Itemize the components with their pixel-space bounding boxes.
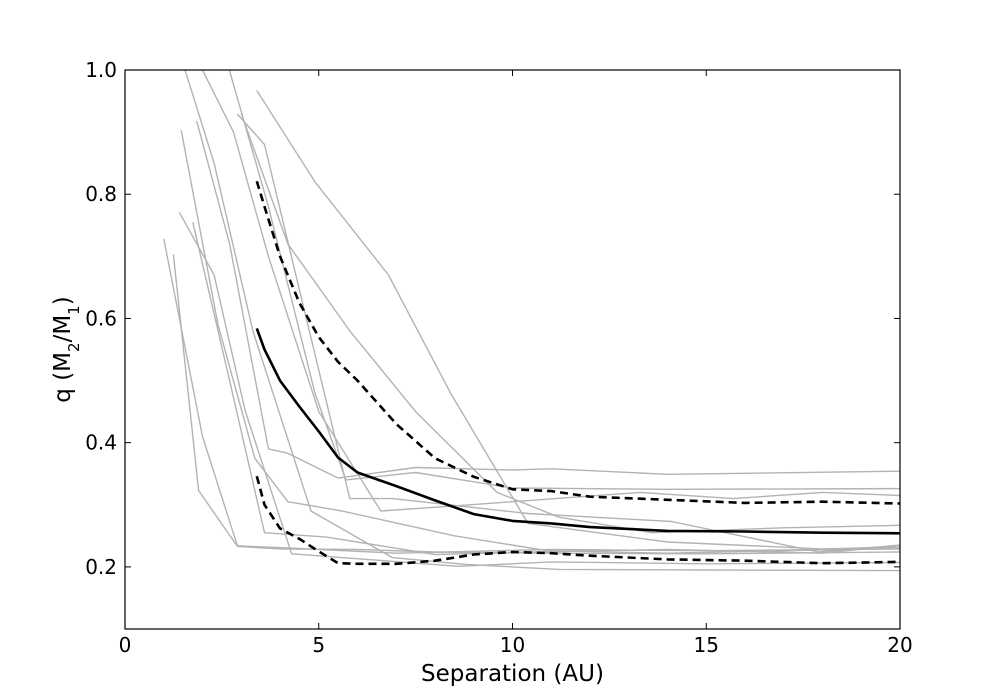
y-tick-label: 0.8 [85,182,117,206]
individual-curve-3 [180,130,900,554]
y-tick-label: 0.6 [85,306,117,330]
y-tick-label: 0.2 [85,555,117,579]
median-curve-12 [255,327,900,535]
lower-bound-curve-14 [255,475,900,566]
y-axis-label: q (M2/M1) [50,296,83,402]
upper-bound-curve-13 [255,180,900,505]
x-tick-label: 0 [119,633,132,657]
y-tick-label: 0.4 [85,431,117,455]
individual-curve-2 [178,211,900,567]
x-tick-label: 15 [694,633,719,657]
x-tick-label: 10 [500,633,525,657]
individual-curve-10 [256,90,900,550]
individual-curve-8 [228,70,900,490]
individual-curve-7 [201,70,900,512]
x-axis-label: Separation (AU) [421,661,604,687]
individual-curve-5 [196,120,900,479]
x-tick-label: 5 [312,633,325,657]
individual-curve-11 [240,113,900,534]
series-layer [163,70,900,572]
tick-layer: 0 5 10 15 20 0.2 0.4 0.6 0.8 1.0 [85,58,913,657]
y-tick-label: 1.0 [85,58,117,82]
individual-curve-6 [184,70,900,572]
individual-curve-9 [236,113,900,553]
individual-curve-4 [192,222,900,556]
x-tick-label: 20 [887,633,912,657]
